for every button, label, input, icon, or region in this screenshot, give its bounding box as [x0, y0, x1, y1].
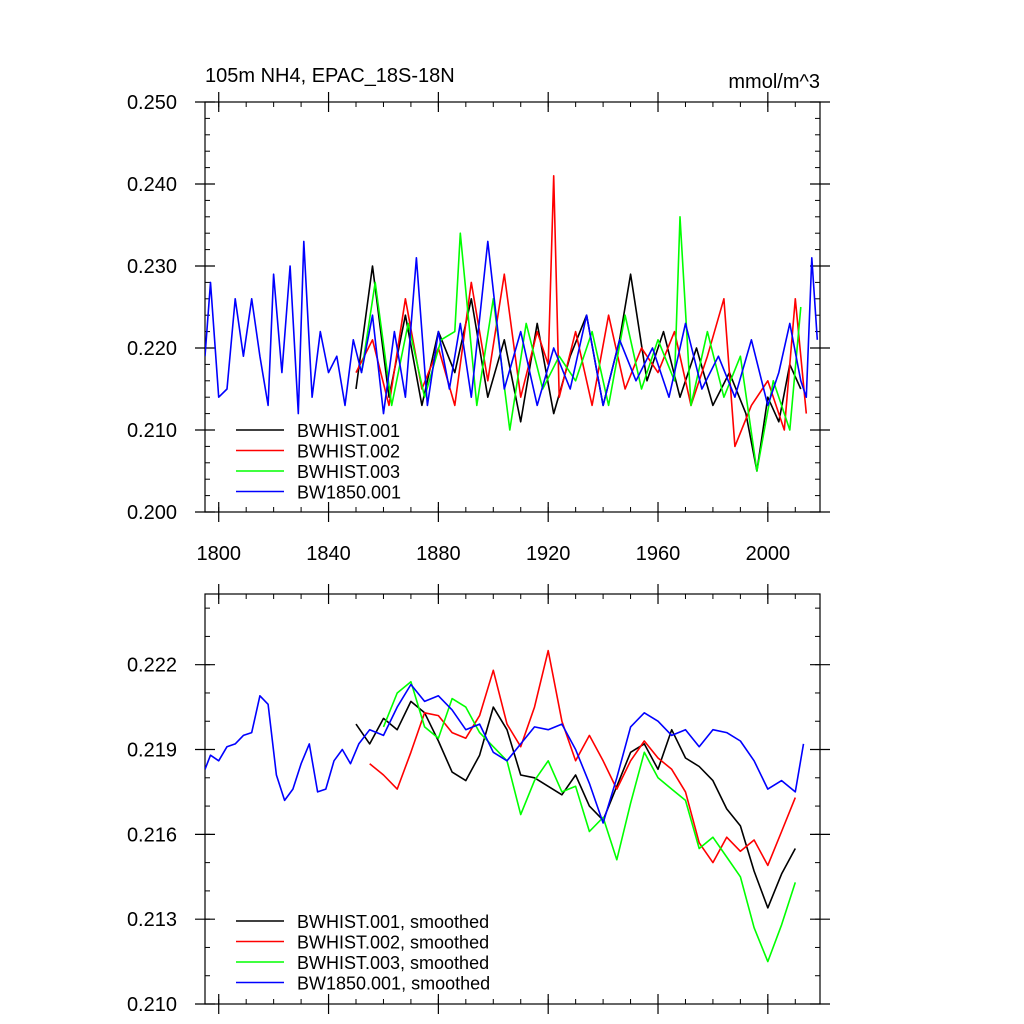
series-line-bw1850-001: [205, 240, 819, 415]
top-panel: 0.200 0.210 0.220 0.230 0.240 0.250 1800 1840 18…: [127, 65, 830, 565]
chart-title: 105m NH4, EPAC_18S-18N: [205, 65, 455, 87]
legend-label: BWHIST.002: [297, 442, 400, 462]
legend-label: BWHIST.001: [297, 421, 400, 441]
units-label: mmol/m^3: [728, 71, 820, 93]
y-tick-label: 0.222: [127, 655, 177, 677]
x-tick-label: 1960: [636, 543, 681, 565]
y-tick-label: 0.216: [127, 824, 177, 846]
y-tick-label: 0.219: [127, 740, 177, 762]
y-tick-label: 0.250: [127, 92, 177, 114]
series-line-bwhist-003-smoothed: [382, 680, 797, 963]
plot-frame: [204, 593, 821, 1005]
legend-label: BWHIST.003: [297, 462, 400, 482]
series-line-bw1850-001-smoothed: [205, 683, 805, 824]
legend-label: BWHIST.001, smoothed: [297, 912, 489, 932]
series-line-bwhist-002: [355, 175, 808, 448]
y-tick-label: 0.240: [127, 174, 177, 196]
legend-label: BW1850.001, smoothed: [297, 974, 490, 994]
series-line-bwhist-003: [360, 216, 802, 472]
legend-label: BW1850.001: [297, 483, 401, 503]
x-tick-label: 1880: [416, 543, 461, 565]
y-tick-label: 0.230: [127, 256, 177, 278]
legend-label: BWHIST.003, smoothed: [297, 953, 489, 973]
y-tick-label: 0.220: [127, 338, 177, 360]
x-tick-label: 1920: [526, 543, 571, 565]
x-tick-label: 1800: [196, 543, 241, 565]
legend-label: BWHIST.002, smoothed: [297, 933, 489, 953]
bottom-panel: 0.210 0.213 0.216 0.219 0.222 BWHIST.001, smo…: [127, 584, 830, 1016]
y-tick-label: 0.213: [127, 909, 177, 931]
y-tick-label: 0.200: [127, 502, 177, 524]
series-line-bwhist-001-smoothed: [355, 700, 797, 909]
x-tick-label: 1840: [306, 543, 351, 565]
plot-frame: [204, 101, 821, 513]
y-tick-label: 0.210: [127, 420, 177, 442]
y-tick-label: 0.210: [127, 994, 177, 1016]
x-tick-label: 2000: [746, 543, 791, 565]
series-line-bwhist-002-smoothed: [369, 649, 797, 867]
